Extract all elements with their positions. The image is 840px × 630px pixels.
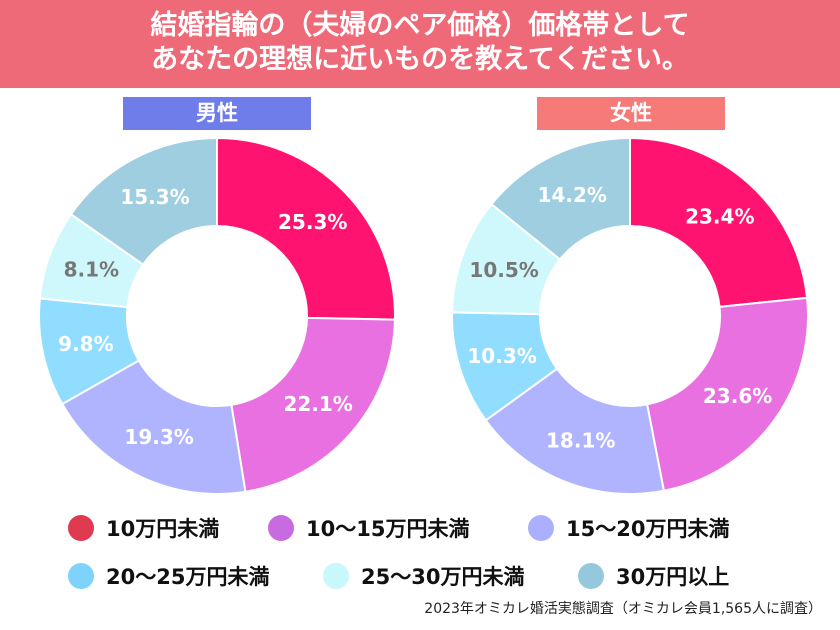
slice-label-0-4: 8.1% <box>64 258 119 282</box>
legend-dot <box>323 563 349 589</box>
legend-label: 10万円未満 <box>106 517 220 541</box>
slice-0-2 <box>60 359 247 495</box>
legend-dot <box>528 515 554 541</box>
slice-label-1-3: 10.3% <box>467 344 536 368</box>
slice-1-2 <box>484 367 666 495</box>
legend-item-3: 20〜25万円未満 <box>68 561 269 591</box>
slice-label-0-0: 25.3% <box>278 210 347 234</box>
slice-label-0-3: 9.8% <box>58 332 113 356</box>
slice-1-1 <box>645 296 809 492</box>
legend-label: 25〜30万円未満 <box>361 565 525 589</box>
legend-item-0: 10万円未満 <box>68 513 219 543</box>
legend-item-5: 30万円以上 <box>578 561 729 591</box>
slice-label-0-2: 19.3% <box>124 425 193 449</box>
legend-dot <box>578 563 604 589</box>
legend-dot <box>68 563 94 589</box>
legend-item-1: 10〜15万円未満 <box>268 513 469 543</box>
legend-label: 20〜25万円未満 <box>106 565 270 589</box>
male-chart-title: 男性 <box>123 97 311 130</box>
slice-1-5 <box>490 136 631 261</box>
legend-label: 10〜15万円未満 <box>306 517 470 541</box>
slice-label-0-5: 15.3% <box>120 185 189 209</box>
slice-0-1 <box>230 316 396 493</box>
slice-label-1-5: 14.2% <box>538 183 607 207</box>
slice-0-5 <box>69 136 218 266</box>
legend-label: 30万円以上 <box>616 565 730 589</box>
slice-label-1-4: 10.5% <box>469 258 538 282</box>
source-note: 2023年オミカレ婚活実態調査（オミカレ会員1,565人に調査） <box>424 601 822 617</box>
slice-label-1-1: 23.6% <box>703 384 772 408</box>
slice-label-1-2: 18.1% <box>546 429 615 453</box>
slice-0-0 <box>216 136 396 321</box>
title-banner: 結婚指輪の（夫婦のペア価格）価格帯として あなたの理想に近いものを教えてください… <box>0 0 840 88</box>
title-line-2: あなたの理想に近いものを教えてください。 <box>151 44 689 75</box>
legend-item-4: 25〜30万円未満 <box>323 561 524 591</box>
slice-label-0-1: 22.1% <box>283 392 352 416</box>
slice-1-0 <box>629 136 809 308</box>
legend-dot <box>68 515 94 541</box>
title-line-1: 結婚指輪の（夫婦のペア価格）価格帯として <box>150 10 690 41</box>
legend-label: 15〜20万円未満 <box>566 517 730 541</box>
legend-dot <box>268 515 294 541</box>
legend-item-2: 15〜20万円未満 <box>528 513 729 543</box>
female-chart-title: 女性 <box>537 97 725 130</box>
slice-label-1-0: 23.4% <box>685 205 754 229</box>
